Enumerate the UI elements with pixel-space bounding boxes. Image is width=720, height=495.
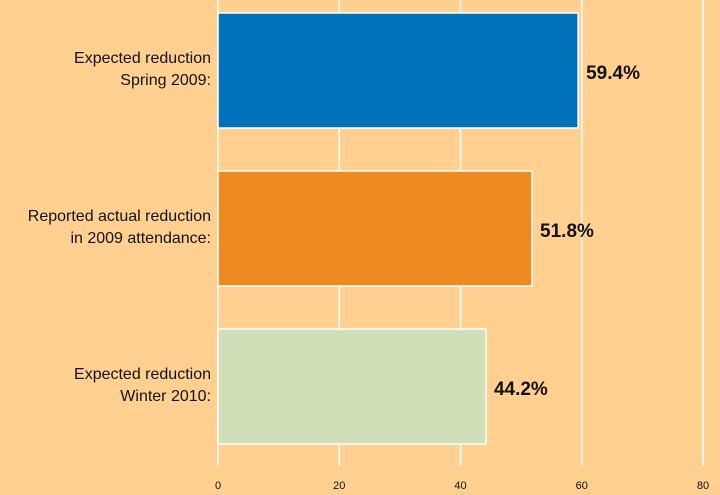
category-label: in 2009 attendance: bbox=[70, 230, 211, 247]
value-label: 51.8% bbox=[540, 221, 594, 242]
x-tick-label: 0 bbox=[215, 480, 221, 492]
value-label: 44.2% bbox=[494, 379, 548, 400]
category-label: Winter 2010: bbox=[120, 388, 211, 405]
bar bbox=[217, 12, 579, 129]
x-tick-label: 80 bbox=[697, 480, 709, 492]
category-label: Spring 2009: bbox=[120, 72, 211, 89]
bar bbox=[217, 328, 487, 445]
category-label: Expected reduction bbox=[74, 50, 211, 67]
bar bbox=[217, 170, 533, 287]
x-tick-label: 60 bbox=[576, 480, 588, 492]
category-label: Reported actual reduction bbox=[28, 208, 211, 225]
x-tick-label: 40 bbox=[454, 480, 466, 492]
x-tick-label: 20 bbox=[333, 480, 345, 492]
category-label: Expected reduction bbox=[74, 366, 211, 383]
value-label: 59.4% bbox=[586, 63, 640, 84]
